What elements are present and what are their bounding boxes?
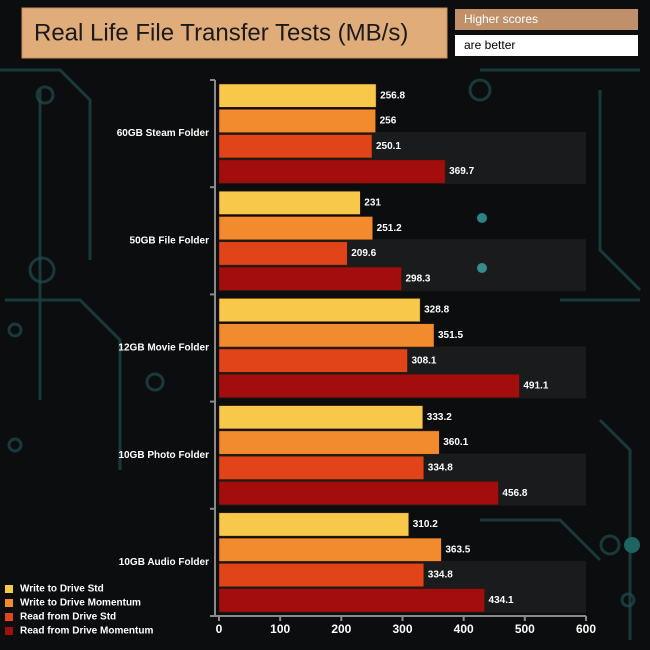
value-label: 363.5 (445, 544, 470, 555)
value-label: 491.1 (523, 381, 548, 392)
bar (218, 159, 446, 184)
value-label: 250.1 (376, 141, 401, 152)
value-label: 308.1 (411, 355, 436, 366)
value-label: 333.2 (427, 412, 452, 423)
legend-swatch (5, 585, 13, 593)
value-label: 251.2 (377, 223, 402, 234)
category-label: 10GB Photo Folder (118, 450, 209, 461)
legend-swatch (5, 599, 13, 607)
value-label: 256.8 (380, 90, 405, 101)
category-label: 10GB Audio Folder (119, 557, 209, 568)
value-label: 298.3 (405, 273, 430, 284)
title-box (21, 7, 448, 59)
x-tick-label: 600 (576, 622, 596, 636)
legend-swatch (5, 627, 13, 635)
note-text: Higher scores (464, 12, 538, 26)
bar (218, 83, 377, 108)
bar (218, 374, 520, 398)
bar (218, 512, 409, 537)
chart-title: Real Life File Transfer Tests (MB/s) (34, 19, 408, 46)
value-label: 256 (380, 116, 397, 127)
value-label: 360.1 (443, 437, 468, 448)
bar (218, 298, 421, 322)
x-tick-label: 0 (216, 622, 223, 636)
value-label: 456.8 (502, 488, 527, 499)
bar (218, 405, 424, 430)
bar (218, 563, 425, 587)
note-text: are better (464, 38, 515, 52)
bar (218, 134, 373, 159)
value-label: 351.5 (438, 330, 463, 341)
x-tick-label: 500 (515, 622, 535, 636)
value-label: 231 (364, 197, 381, 208)
bar (218, 537, 442, 562)
bar (218, 455, 425, 480)
legend-swatch (5, 613, 13, 621)
category-label: 12GB Movie Folder (118, 343, 209, 354)
value-label: 369.7 (449, 166, 474, 177)
x-tick-label: 300 (392, 622, 412, 636)
bar (218, 588, 485, 613)
value-label: 328.8 (424, 305, 449, 316)
bar (218, 323, 435, 348)
value-label: 310.2 (413, 519, 438, 530)
legend-label: Read from Drive Std (20, 612, 116, 623)
bar (218, 216, 373, 241)
note-box (455, 9, 638, 30)
x-tick-label: 400 (454, 622, 474, 636)
value-label: 434.1 (489, 595, 514, 606)
value-label: 334.8 (428, 570, 453, 581)
bar (218, 109, 376, 133)
bar (218, 430, 440, 455)
value-label: 334.8 (428, 462, 453, 473)
note-box (455, 35, 638, 56)
legend-label: Write to Drive Momentum (20, 598, 141, 609)
circuit-decoration (0, 68, 642, 640)
bar (218, 266, 402, 291)
legend-label: Read from Drive Momentum (20, 626, 153, 637)
bar (218, 241, 348, 266)
legend-label: Write to Drive Std (20, 584, 104, 595)
bar (218, 190, 361, 215)
category-label: 50GB File Folder (130, 235, 210, 246)
x-tick-label: 100 (270, 622, 290, 636)
bar (218, 348, 408, 373)
value-label: 209.6 (351, 248, 376, 259)
category-label: 60GB Steam Folder (117, 128, 209, 139)
bar (218, 481, 499, 506)
x-tick-label: 200 (331, 622, 351, 636)
